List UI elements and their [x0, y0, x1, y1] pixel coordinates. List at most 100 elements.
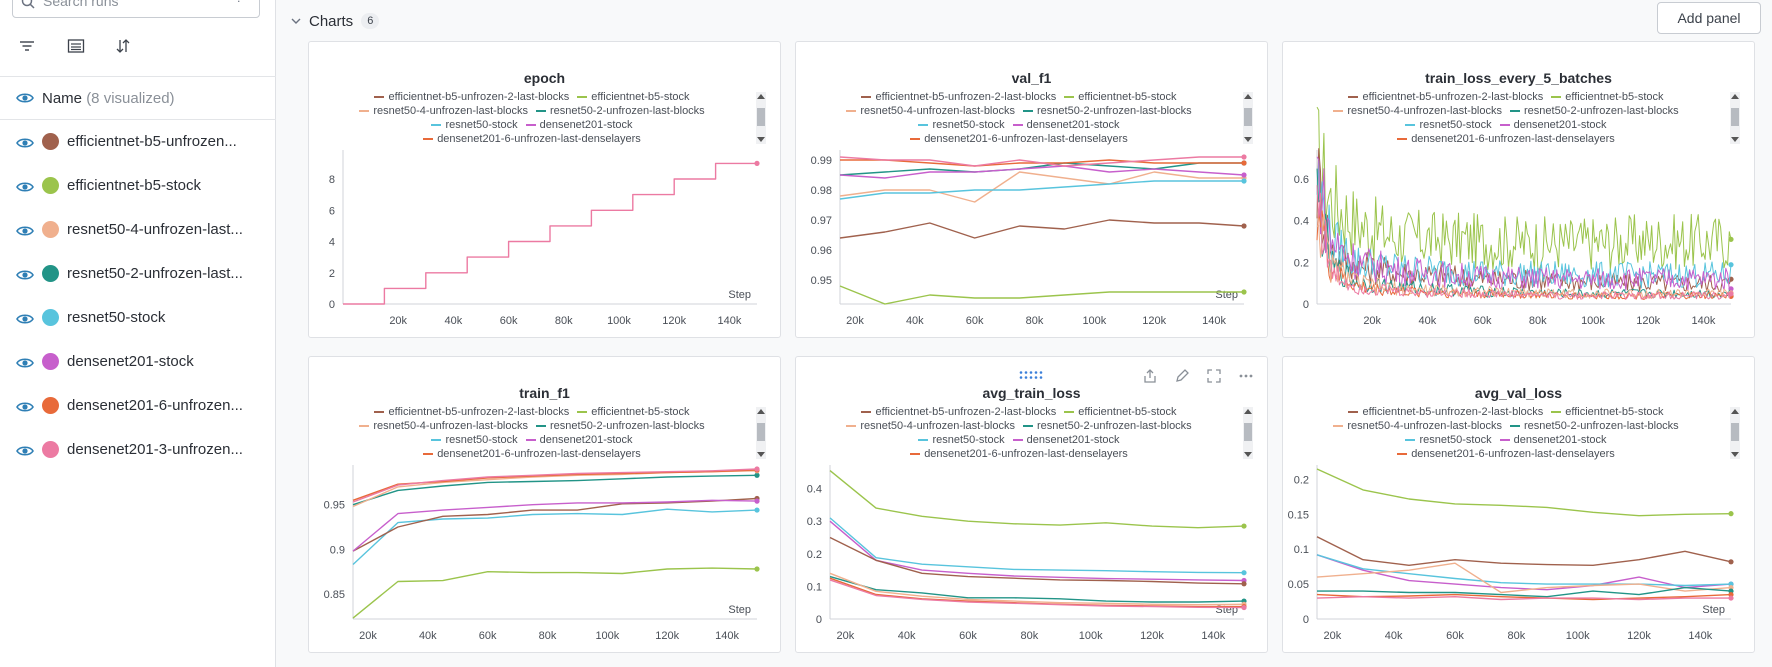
scroll-up-icon[interactable]	[1731, 94, 1739, 99]
runs-name-header[interactable]: Name (8 visualized)	[0, 77, 276, 119]
legend-item[interactable]: resnet50-2-unfrozen-last-blocks	[1510, 104, 1679, 118]
legend-item[interactable]: densenet201-6-unfrozen-last-denselayers	[910, 132, 1128, 146]
legend-item[interactable]: efficientnet-b5-stock	[1064, 90, 1177, 104]
legend-item[interactable]: resnet50-4-unfrozen-last-blocks	[1333, 419, 1502, 433]
scroll-thumb[interactable]	[1244, 423, 1252, 441]
charts-section-header[interactable]: Charts 6	[289, 10, 380, 32]
legend-item[interactable]: efficientnet-b5-unfrozen-2-last-blocks	[1348, 90, 1543, 104]
legend-scrollbar[interactable]	[1730, 407, 1740, 459]
scroll-up-icon[interactable]	[1244, 409, 1252, 414]
legend-item[interactable]: densenet201-stock	[1012, 433, 1120, 447]
legend-item[interactable]: densenet201-stock	[525, 433, 633, 447]
search-box[interactable]: .*	[12, 0, 260, 18]
legend-item[interactable]: densenet201-stock	[1499, 118, 1607, 132]
legend-item[interactable]: resnet50-2-unfrozen-last-blocks	[1510, 419, 1679, 433]
run-row[interactable]: densenet201-3-unfrozen...	[0, 428, 276, 472]
chart-panel-avg-val-loss[interactable]: avg_val_loss efficientnet-b5-unfrozen-2-l…	[1282, 356, 1755, 653]
run-row[interactable]: densenet201-stock	[0, 340, 276, 384]
chart-panel-train-loss-every-5-batches[interactable]: train_loss_every_5_batches efficientnet-b…	[1282, 41, 1755, 338]
scroll-down-icon[interactable]	[1244, 137, 1252, 142]
legend-item[interactable]: densenet201-6-unfrozen-last-denselayers	[1397, 132, 1615, 146]
run-color-swatch[interactable]	[42, 133, 59, 150]
add-panel-button[interactable]: Add panel	[1657, 2, 1761, 34]
run-color-swatch[interactable]	[42, 177, 59, 194]
legend-item[interactable]: efficientnet-b5-unfrozen-2-last-blocks	[1348, 405, 1543, 419]
legend-item[interactable]: densenet201-6-unfrozen-last-denselayers	[423, 132, 641, 146]
legend-item[interactable]: resnet50-4-unfrozen-last-blocks	[846, 419, 1015, 433]
chart-panel-val-f1[interactable]: val_f1 efficientnet-b5-unfrozen-2-last-bl…	[795, 41, 1268, 338]
legend-item[interactable]: efficientnet-b5-stock	[1551, 90, 1664, 104]
eye-icon[interactable]	[16, 266, 34, 284]
eye-icon[interactable]	[16, 178, 34, 196]
run-color-swatch[interactable]	[42, 309, 59, 326]
legend-item[interactable]: densenet201-6-unfrozen-last-denselayers	[423, 447, 641, 461]
scroll-down-icon[interactable]	[1244, 452, 1252, 457]
scroll-up-icon[interactable]	[757, 409, 765, 414]
more-options-icon[interactable]	[1237, 367, 1255, 385]
legend-item[interactable]: densenet201-6-unfrozen-last-denselayers	[910, 447, 1128, 461]
legend-item[interactable]: resnet50-stock	[431, 118, 518, 132]
eye-icon[interactable]	[16, 354, 34, 372]
search-input[interactable]	[43, 0, 223, 11]
legend-item[interactable]: efficientnet-b5-stock	[577, 90, 690, 104]
legend-item[interactable]: resnet50-4-unfrozen-last-blocks	[359, 104, 528, 118]
chart-panel-avg-train-loss[interactable]: avg_train_loss efficientnet-b5-unfrozen-2…	[795, 356, 1268, 653]
scroll-thumb[interactable]	[1244, 108, 1252, 126]
legend-item[interactable]: resnet50-stock	[1405, 433, 1492, 447]
eye-icon[interactable]	[16, 89, 34, 107]
eye-icon[interactable]	[16, 310, 34, 328]
legend-item[interactable]: resnet50-stock	[918, 118, 1005, 132]
scroll-down-icon[interactable]	[757, 137, 765, 142]
chart-panel-train-f1[interactable]: train_f1 efficientnet-b5-unfrozen-2-last-…	[308, 356, 781, 653]
scroll-thumb[interactable]	[1731, 423, 1739, 441]
regex-toggle-icon[interactable]: .*	[235, 0, 251, 3]
legend-item[interactable]: resnet50-2-unfrozen-last-blocks	[1023, 104, 1192, 118]
legend-scrollbar[interactable]	[1243, 407, 1253, 459]
run-color-swatch[interactable]	[42, 353, 59, 370]
legend-scrollbar[interactable]	[756, 407, 766, 459]
edit-pencil-icon[interactable]	[1173, 367, 1191, 385]
legend-item[interactable]: efficientnet-b5-unfrozen-2-last-blocks	[374, 90, 569, 104]
legend-scrollbar[interactable]	[756, 92, 766, 144]
legend-item[interactable]: efficientnet-b5-unfrozen-2-last-blocks	[861, 90, 1056, 104]
scroll-down-icon[interactable]	[757, 452, 765, 457]
legend-scrollbar[interactable]	[1243, 92, 1253, 144]
legend-item[interactable]: efficientnet-b5-unfrozen-2-last-blocks	[861, 405, 1056, 419]
legend-item[interactable]: densenet201-stock	[1012, 118, 1120, 132]
share-icon[interactable]	[1141, 367, 1159, 385]
drag-handle-icon[interactable]	[1019, 370, 1043, 380]
drag-handle[interactable]	[1019, 367, 1043, 385]
legend-item[interactable]: efficientnet-b5-stock	[1064, 405, 1177, 419]
group-button[interactable]	[66, 36, 92, 58]
legend-item[interactable]: resnet50-2-unfrozen-last-blocks	[1023, 419, 1192, 433]
run-row[interactable]: resnet50-stock	[0, 296, 276, 340]
run-color-swatch[interactable]	[42, 397, 59, 414]
legend-item[interactable]: densenet201-stock	[525, 118, 633, 132]
eye-icon[interactable]	[16, 398, 34, 416]
run-color-swatch[interactable]	[42, 265, 59, 282]
legend-item[interactable]: resnet50-stock	[918, 433, 1005, 447]
legend-item[interactable]: densenet201-stock	[1499, 433, 1607, 447]
legend-scrollbar[interactable]	[1730, 92, 1740, 144]
eye-icon[interactable]	[16, 222, 34, 240]
scroll-thumb[interactable]	[1731, 108, 1739, 126]
scroll-down-icon[interactable]	[1731, 452, 1739, 457]
chevron-down-icon[interactable]	[289, 14, 303, 28]
run-color-swatch[interactable]	[42, 221, 59, 238]
legend-item[interactable]: efficientnet-b5-stock	[1551, 405, 1664, 419]
eye-icon[interactable]	[16, 134, 34, 152]
run-row[interactable]: resnet50-4-unfrozen-last...	[0, 208, 276, 252]
scroll-down-icon[interactable]	[1731, 137, 1739, 142]
legend-item[interactable]: resnet50-stock	[431, 433, 518, 447]
run-row[interactable]: resnet50-2-unfrozen-last...	[0, 252, 276, 296]
legend-item[interactable]: resnet50-4-unfrozen-last-blocks	[359, 419, 528, 433]
legend-item[interactable]: resnet50-2-unfrozen-last-blocks	[536, 419, 705, 433]
chart-panel-epoch[interactable]: epoch efficientnet-b5-unfrozen-2-last-blo…	[308, 41, 781, 338]
legend-item[interactable]: efficientnet-b5-unfrozen-2-last-blocks	[374, 405, 569, 419]
legend-item[interactable]: resnet50-4-unfrozen-last-blocks	[1333, 104, 1502, 118]
scroll-up-icon[interactable]	[1731, 409, 1739, 414]
run-row[interactable]: efficientnet-b5-stock	[0, 164, 276, 208]
scroll-thumb[interactable]	[757, 423, 765, 441]
legend-item[interactable]: efficientnet-b5-stock	[577, 405, 690, 419]
scroll-up-icon[interactable]	[1244, 94, 1252, 99]
